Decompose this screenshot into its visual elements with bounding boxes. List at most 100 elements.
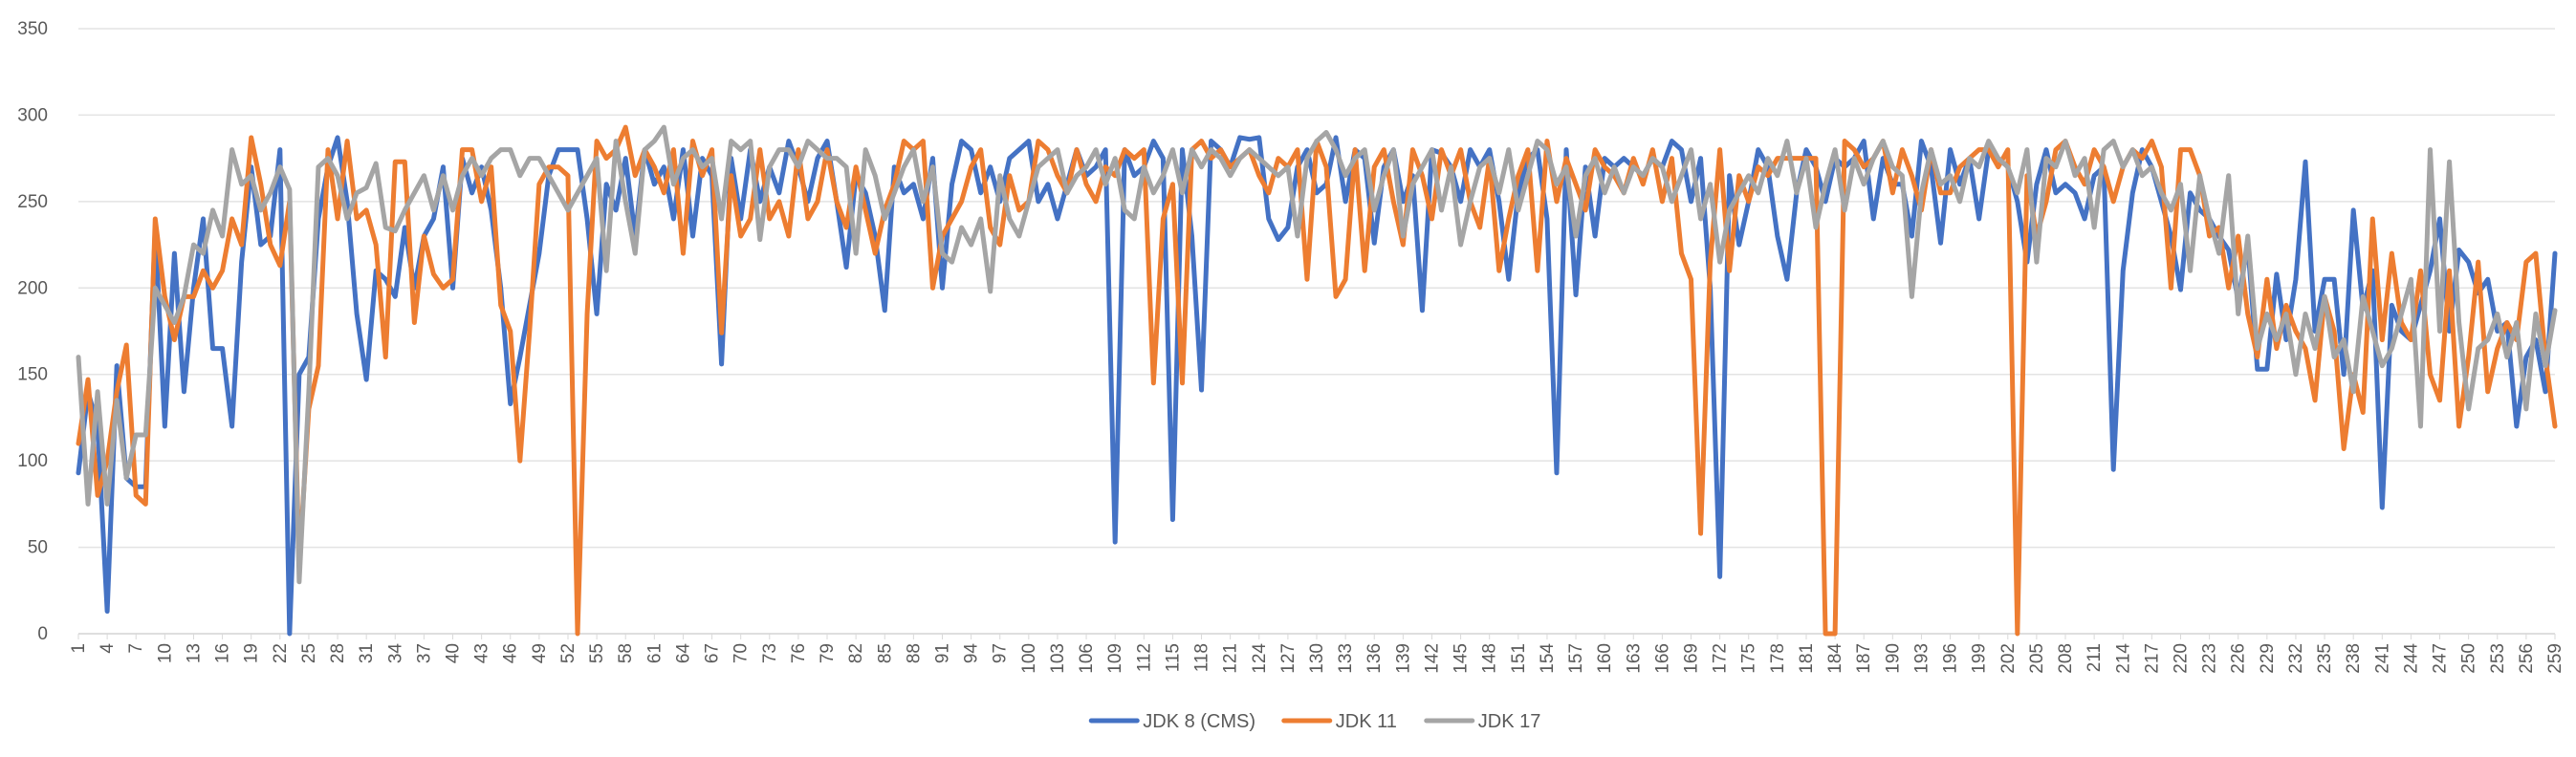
- x-tick-label: 199: [1970, 643, 1990, 674]
- legend-label-2: JDK 11: [1336, 711, 1397, 732]
- y-tick-label: 250: [17, 192, 48, 212]
- x-tick-label: 211: [2085, 643, 2105, 672]
- x-tick-label: 193: [1911, 643, 1932, 674]
- y-tick-label: 200: [17, 278, 48, 298]
- x-tick-label: 16: [213, 643, 233, 663]
- x-tick-label: 163: [1624, 643, 1644, 674]
- x-tick-label: 1: [69, 643, 89, 654]
- x-tick-label: 196: [1941, 643, 1961, 674]
- x-tick-label: 13: [184, 643, 204, 663]
- series-line-1: [76, 135, 2558, 637]
- x-tick-label: 115: [1163, 643, 1183, 672]
- x-tick-label: 139: [1393, 643, 1413, 674]
- x-tick-label: 67: [703, 643, 723, 663]
- x-tick-label: 142: [1422, 643, 1442, 674]
- x-tick-label: 175: [1739, 643, 1759, 674]
- x-tick-label: 136: [1364, 643, 1385, 674]
- x-tick-label: 70: [731, 643, 752, 663]
- x-tick-label: 52: [558, 643, 579, 663]
- x-tick-label: 223: [2200, 643, 2220, 674]
- x-tick-label: 82: [846, 643, 866, 663]
- y-tick-label: 350: [17, 19, 48, 39]
- x-tick-label: 202: [1998, 643, 2019, 674]
- x-tick-label: 46: [501, 643, 521, 663]
- x-tick-label: 241: [2372, 643, 2392, 674]
- y-tick-label: 50: [28, 538, 48, 558]
- x-tick-label: 214: [2113, 643, 2133, 674]
- x-tick-label: 187: [1854, 643, 1874, 674]
- x-tick-label: 253: [2488, 643, 2508, 674]
- x-tick-label: 73: [760, 643, 780, 663]
- x-tick-label: 34: [385, 643, 405, 664]
- x-tick-label: 250: [2459, 643, 2479, 674]
- x-tick-label: 31: [357, 643, 377, 663]
- x-tick-label: 256: [2517, 643, 2537, 674]
- x-tick-label: 61: [644, 643, 665, 663]
- x-tick-label: 232: [2286, 643, 2306, 674]
- legend: JDK 8 (CMS) JDK 11 JDK 17: [1088, 711, 1541, 732]
- x-tick-label: 22: [271, 643, 291, 663]
- x-tick-label: 130: [1307, 643, 1327, 674]
- x-tick-label: 55: [587, 643, 607, 663]
- x-tick-label: 64: [673, 643, 693, 664]
- y-tick-label: 300: [17, 105, 48, 125]
- gridlines: [78, 28, 2555, 635]
- x-tick-label: 103: [1048, 643, 1068, 674]
- x-tick-label: 190: [1883, 643, 1903, 674]
- x-tick-label: 58: [616, 643, 636, 663]
- x-tick-label: 178: [1768, 643, 1788, 674]
- x-tick-label: 28: [328, 643, 348, 663]
- x-tick-label: 85: [875, 643, 895, 663]
- x-tick-label: 106: [1077, 643, 1097, 674]
- x-tick-label: 205: [2027, 643, 2047, 674]
- x-tick-label: 40: [444, 643, 464, 663]
- x-tick-label: 259: [2545, 643, 2565, 674]
- x-tick-label: 172: [1711, 643, 1731, 674]
- x-tick-label: 112: [1134, 643, 1154, 672]
- y-tick-label: 150: [17, 365, 48, 385]
- x-tick-label: 166: [1652, 643, 1672, 674]
- x-tick-label: 91: [932, 643, 952, 663]
- legend-label-3: JDK 17: [1478, 711, 1541, 732]
- y-tick-label: 0: [37, 624, 48, 644]
- x-tick-label: 148: [1480, 643, 1500, 674]
- x-tick-label: 184: [1825, 643, 1845, 674]
- x-tick-label: 7: [126, 643, 146, 654]
- x-tick-label: 121: [1221, 643, 1241, 674]
- x-tick-label: 109: [1105, 643, 1125, 674]
- x-tick-label: 97: [991, 643, 1011, 663]
- x-tick-label: 238: [2344, 643, 2364, 674]
- x-tick-label: 100: [1019, 643, 1039, 674]
- y-axis: 0 50 100 150 200 250 300 350: [17, 19, 48, 644]
- x-tick-label: 145: [1452, 643, 1472, 674]
- legend-label-1: JDK 8 (CMS): [1143, 711, 1255, 732]
- x-tick-label: 157: [1566, 643, 1586, 674]
- x-tick-label: 19: [242, 643, 262, 663]
- series-line-3: [76, 124, 2558, 585]
- series-group: [76, 124, 2558, 637]
- x-tick-label: 37: [414, 643, 434, 663]
- x-tick-label: 247: [2431, 643, 2451, 674]
- x-tick-label: 235: [2315, 643, 2335, 674]
- x-tick-label: 43: [472, 643, 492, 663]
- x-tick-label: 4: [98, 643, 118, 654]
- x-tick-label: 94: [962, 643, 982, 664]
- x-tick-label: 169: [1682, 643, 1702, 674]
- x-tick-label: 49: [530, 643, 550, 663]
- x-tick-label: 25: [299, 643, 319, 663]
- x-tick-label: 124: [1250, 643, 1270, 674]
- y-tick-label: 100: [17, 451, 48, 471]
- x-tick-label: 118: [1192, 643, 1212, 672]
- x-tick-label: 88: [904, 643, 924, 663]
- x-tick-label: 160: [1595, 643, 1615, 674]
- x-tick-label: 226: [2229, 643, 2249, 674]
- x-tick-label: 79: [818, 643, 838, 663]
- x-tick-label: 133: [1336, 643, 1356, 674]
- x-tick-label: 154: [1538, 643, 1558, 674]
- x-tick-label: 127: [1278, 643, 1299, 674]
- x-tick-label: 181: [1797, 643, 1817, 674]
- x-tick-label: 229: [2258, 643, 2278, 674]
- x-tick-label: 10: [155, 643, 175, 663]
